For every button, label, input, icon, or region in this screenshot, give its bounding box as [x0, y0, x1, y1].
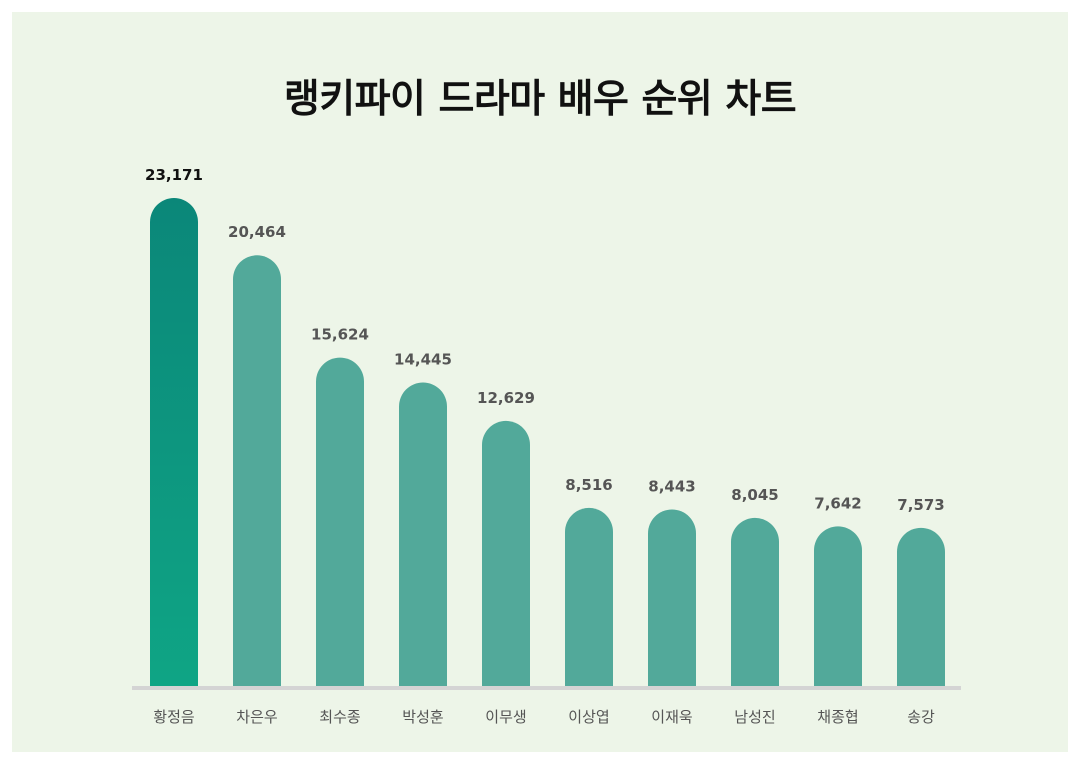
value-label-9: 7,642: [814, 494, 861, 512]
value-label-5: 12,629: [477, 389, 535, 407]
bar-5: [482, 420, 530, 688]
category-label-2: 차은우: [236, 708, 278, 726]
value-label-10: 7,573: [897, 496, 944, 514]
category-label-7: 이재욱: [651, 708, 692, 726]
bar-6: [565, 507, 613, 688]
category-label-10: 송강: [907, 708, 935, 726]
value-label-2: 20,464: [228, 223, 286, 241]
value-label-3: 15,624: [311, 326, 369, 344]
category-label-6: 이상엽: [568, 708, 609, 726]
value-label-8: 8,045: [731, 486, 778, 504]
bar-4: [399, 382, 447, 688]
value-label-6: 8,516: [565, 476, 612, 494]
bar-3: [316, 357, 364, 688]
category-label-5: 이무생: [485, 708, 526, 726]
bar-2: [233, 255, 281, 688]
value-label-7: 8,443: [648, 477, 695, 495]
category-label-3: 최수종: [319, 708, 360, 726]
category-label-4: 박성훈: [402, 708, 443, 726]
value-label-4: 14,445: [394, 351, 452, 369]
category-label-9: 채종협: [817, 708, 858, 726]
bar-10: [897, 527, 945, 688]
x-axis-baseline: [132, 686, 961, 690]
bar-9: [814, 526, 862, 688]
category-label-8: 남성진: [734, 708, 775, 726]
value-label-1: 23,171: [145, 166, 203, 184]
chart-title: 랭키파이 드라마 배우 순위 차트: [283, 77, 797, 122]
category-label-1: 황정음: [153, 708, 194, 726]
bar-7: [648, 509, 696, 688]
bar-8: [731, 517, 780, 688]
bar-1: [150, 198, 198, 688]
